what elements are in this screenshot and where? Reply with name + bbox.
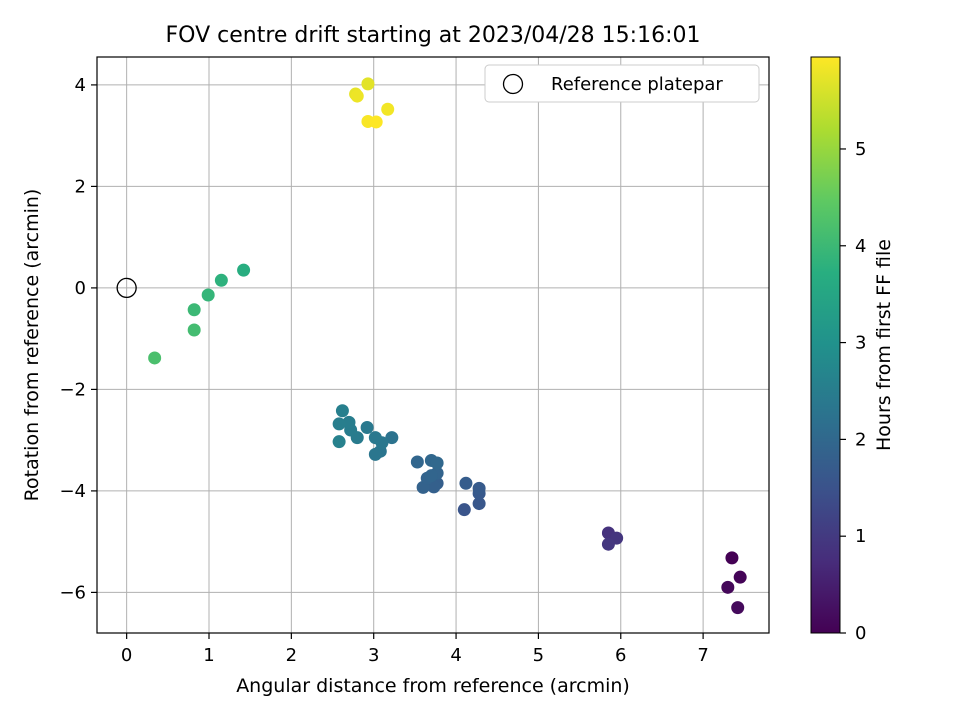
data-point xyxy=(332,435,346,449)
data-point xyxy=(721,580,735,594)
data-point xyxy=(457,503,471,517)
data-point xyxy=(361,77,375,91)
colorbar-gradient xyxy=(810,56,841,634)
x-axis-label: Angular distance from reference (arcmin) xyxy=(236,675,630,697)
x-tick-label: 1 xyxy=(203,645,214,666)
y-axis-label: Rotation from reference (arcmin) xyxy=(21,189,43,502)
data-point xyxy=(725,551,739,565)
data-point xyxy=(187,303,201,317)
y-tick-label: −6 xyxy=(59,582,86,603)
y-tick-label: 0 xyxy=(75,278,86,299)
data-point xyxy=(472,497,486,511)
x-tick-label: 3 xyxy=(368,645,379,666)
data-point xyxy=(148,351,162,365)
data-point xyxy=(381,102,395,116)
data-point xyxy=(369,115,383,129)
colorbar-tick-label: 2 xyxy=(855,429,866,450)
x-tick-label: 2 xyxy=(286,645,297,666)
data-point xyxy=(385,431,399,445)
x-tick-label: 4 xyxy=(450,645,461,666)
data-point xyxy=(360,420,374,434)
y-tick-label: −2 xyxy=(59,379,86,400)
colorbar-tick-label: 1 xyxy=(855,526,866,547)
data-point xyxy=(459,476,473,490)
reference-point xyxy=(116,277,137,299)
plot-frame xyxy=(96,56,770,634)
grid-lines xyxy=(97,57,769,633)
data-point xyxy=(237,263,251,277)
chart-title: FOV centre drift starting at 2023/04/28 … xyxy=(166,23,701,48)
data-point xyxy=(733,570,747,584)
data-point xyxy=(342,415,356,429)
legend-box xyxy=(484,64,760,103)
colorbar-tick-label: 4 xyxy=(855,236,866,257)
x-tick-label: 0 xyxy=(121,645,132,666)
x-tick-label: 6 xyxy=(615,645,626,666)
data-point xyxy=(214,273,228,287)
colorbar-ticks: 0 1 2 3 4 5 xyxy=(840,139,866,644)
axis-ticks: 0 1 2 3 4 5 6 7 −6 −4 −2 0 2 4 xyxy=(59,75,708,666)
data-point xyxy=(332,417,346,431)
data-point xyxy=(731,601,745,615)
data-point xyxy=(201,288,215,302)
x-tick-label: 5 xyxy=(533,645,544,666)
y-tick-label: −4 xyxy=(59,481,86,502)
data-point xyxy=(430,456,444,470)
legend-label: Reference platepar xyxy=(551,74,723,95)
data-point xyxy=(410,455,424,469)
data-point xyxy=(368,447,382,461)
colorbar-tick-label: 3 xyxy=(855,333,866,354)
legend: Reference platepar xyxy=(484,64,760,103)
data-point xyxy=(368,431,382,445)
data-point xyxy=(187,323,201,337)
data-point xyxy=(335,404,349,418)
colorbar-label: Hours from first FF file xyxy=(873,239,895,451)
data-point xyxy=(472,481,486,495)
y-tick-label: 2 xyxy=(75,176,86,197)
colorbar: 0 1 2 3 4 5 Hours from first FF file xyxy=(810,56,895,644)
data-point xyxy=(424,469,438,483)
x-tick-label: 7 xyxy=(697,645,708,666)
colorbar-tick-label: 5 xyxy=(855,139,866,160)
data-point xyxy=(350,89,364,103)
y-tick-label: 4 xyxy=(75,75,86,96)
data-point xyxy=(601,537,615,551)
legend-reference-marker xyxy=(502,73,524,95)
data-points xyxy=(116,77,747,615)
colorbar-tick-label: 0 xyxy=(855,623,866,644)
